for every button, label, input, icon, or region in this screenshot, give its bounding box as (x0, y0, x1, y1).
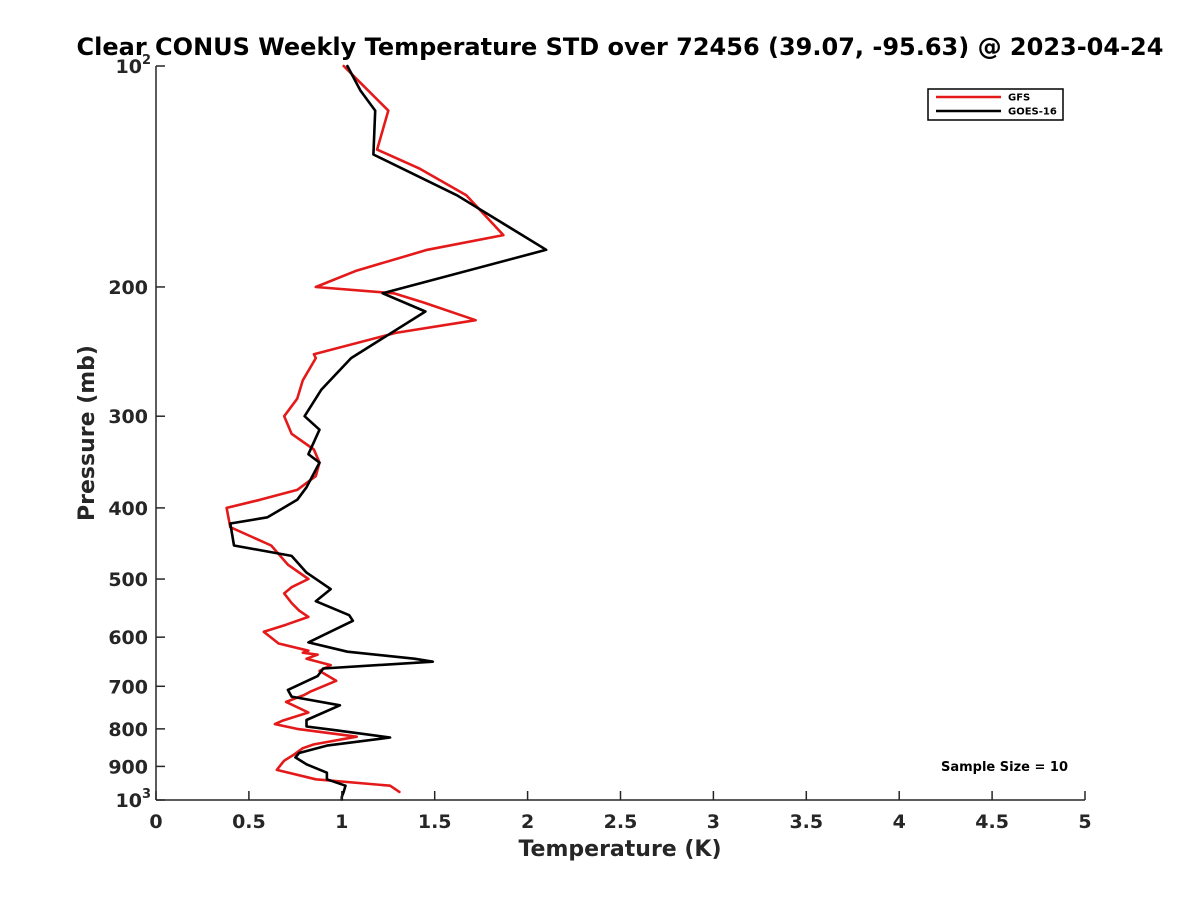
x-tick-label: 2 (521, 811, 534, 833)
legend-box (927, 88, 1064, 121)
ticks-layer: 0 0.5 1 1.5 2 2.5 3 3.5 4 4.5 5 102 200 300 400 500 600 7… (108, 53, 1091, 833)
y-tick-label: 300 (108, 406, 148, 428)
y-axis-label: Pressure (mb) (75, 345, 100, 521)
x-axis-label: Temperature (K) (518, 837, 721, 862)
x-tick-label: 1.5 (418, 811, 452, 833)
x-tick-label: 5 (1078, 811, 1091, 833)
x-tick-label: 4 (893, 811, 906, 833)
y-tick-label: 400 (108, 498, 148, 520)
y-tick-label: 900 (108, 756, 148, 778)
legend-label: GOES-16 (1008, 107, 1057, 118)
x-tick-label: 1 (335, 811, 348, 833)
y-tick-label: 600 (108, 627, 148, 649)
legend-label: GFS (1008, 93, 1030, 104)
x-tick-label: 3 (707, 811, 720, 833)
y-tick-label: 500 (108, 569, 148, 591)
x-tick-label: 0 (149, 811, 162, 833)
chart-title: Clear CONUS Weekly Temperature STD over … (77, 33, 1164, 61)
x-tick-label: 0.5 (232, 811, 266, 833)
x-tick-label: 3.5 (789, 811, 823, 833)
y-tick-label: 103 (116, 787, 152, 812)
series-line-goes-16 (229, 64, 548, 801)
x-tick-label: 2.5 (604, 811, 638, 833)
y-tick-label: 102 (116, 53, 152, 78)
y-tick-label: 200 (108, 277, 148, 299)
series-layer (225, 64, 548, 801)
y-tick-label: 700 (108, 676, 148, 698)
legend: GFS GOES-16 (927, 88, 1064, 121)
sample-size-annotation: Sample Size = 10 (941, 760, 1068, 775)
y-tick-label: 800 (108, 719, 148, 741)
x-tick-label: 4.5 (975, 811, 1009, 833)
series-line-gfs (225, 64, 505, 794)
